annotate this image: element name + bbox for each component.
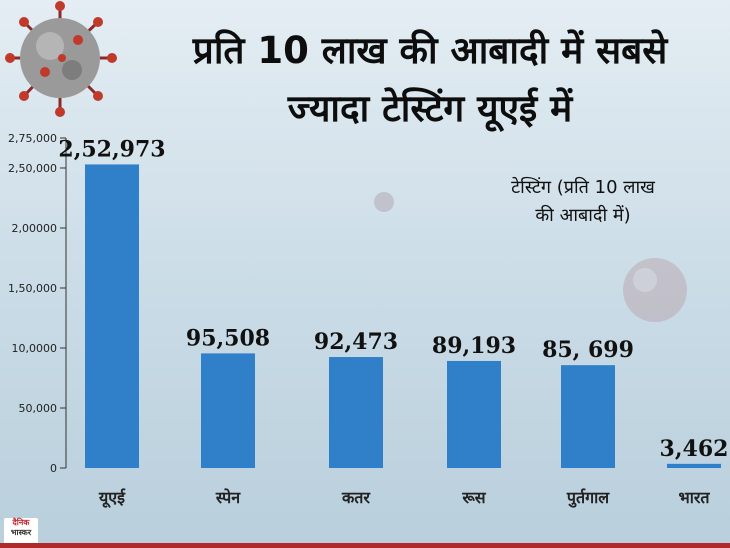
y-tick-label: 2,00000 xyxy=(12,222,58,235)
chart-title-line1: प्रति 10 लाख की आबादी में सबसे xyxy=(192,29,668,72)
bar xyxy=(329,357,383,468)
bottom-strip xyxy=(0,543,730,548)
data-label: 85, 699 xyxy=(542,337,634,363)
bar xyxy=(667,463,721,468)
chart-title-line2: ज्यादा टेस्टिंग यूएई में xyxy=(287,87,573,130)
y-tick-label: 2,75,000 xyxy=(8,132,57,145)
x-tick-label: यूएई xyxy=(98,488,126,508)
bar xyxy=(561,365,615,468)
y-tick-label: 1,50,000 xyxy=(8,282,57,295)
legend-note: टेस्टिंग (प्रति 10 लाख की आबादी में) xyxy=(478,174,688,230)
y-tick-label: 10,0000 xyxy=(12,342,58,355)
bar xyxy=(85,164,139,468)
data-label: 2,52,973 xyxy=(58,136,165,162)
logo-line1: दैनिक xyxy=(12,518,30,527)
data-label: 89,193 xyxy=(432,333,516,359)
y-tick-label: 2,50,000 xyxy=(8,162,57,175)
legend-note-line2: की आबादी में) xyxy=(535,205,631,226)
faded-virus-illustration xyxy=(623,258,687,322)
logo-line2: भास्कर xyxy=(10,528,32,537)
x-tick-label: रूस xyxy=(461,488,486,507)
bar xyxy=(201,353,255,468)
x-tick-label: स्पेन xyxy=(215,488,241,507)
bar xyxy=(447,360,501,468)
data-label: 95,508 xyxy=(186,325,270,351)
legend-note-line1: टेस्टिंग (प्रति 10 लाख xyxy=(511,177,655,198)
data-label: 92,473 xyxy=(314,329,398,355)
y-tick-label: 0 xyxy=(50,462,57,475)
chart-title: प्रति 10 लाख की आबादी में सबसे ज्यादा टे… xyxy=(150,22,710,138)
x-tick-label: पुर्तगाल xyxy=(566,488,610,508)
x-tick-label: कतर xyxy=(341,488,371,507)
y-tick-label: 50,000 xyxy=(19,402,58,415)
x-tick-label: भारत xyxy=(678,488,710,507)
data-label: 3,462 xyxy=(660,436,729,462)
coronavirus-illustration xyxy=(5,1,117,117)
faded-cell-illustration xyxy=(374,192,394,212)
